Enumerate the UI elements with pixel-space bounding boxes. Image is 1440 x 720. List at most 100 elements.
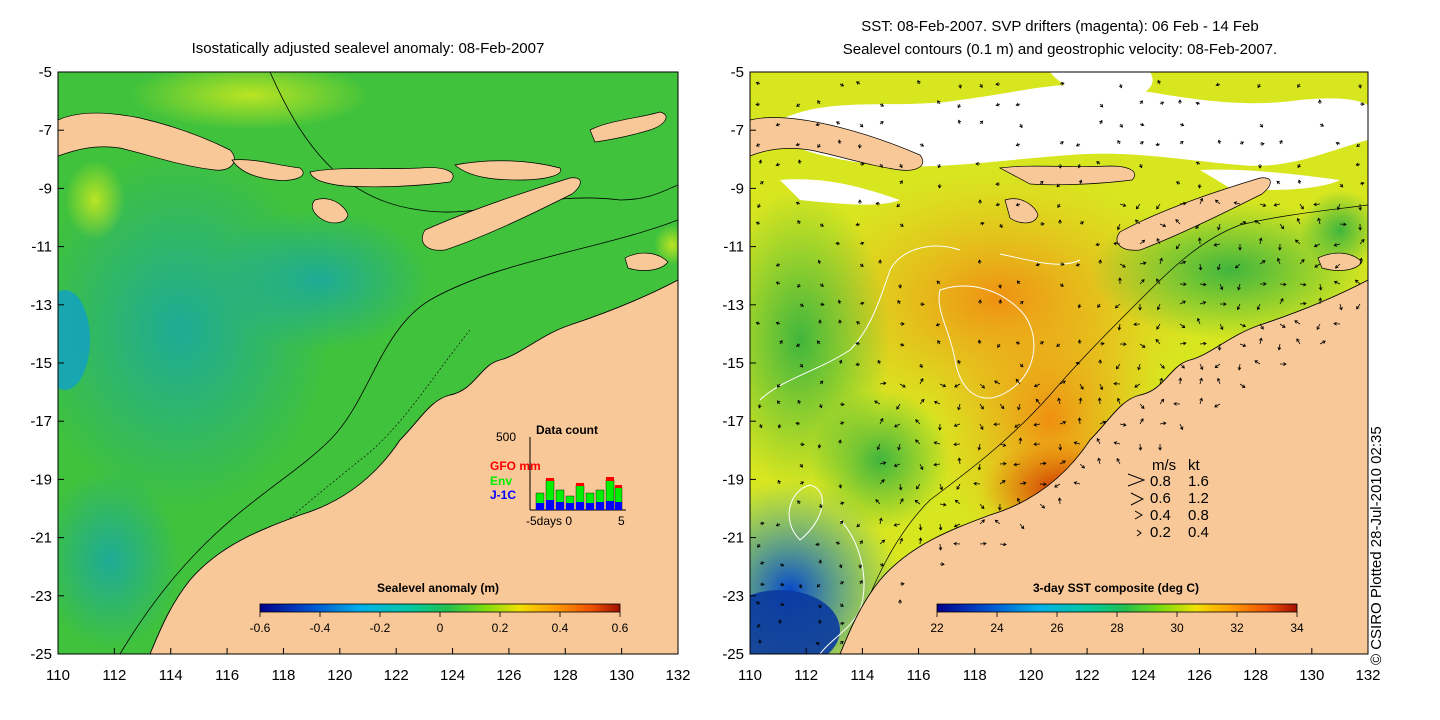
velocity-arrow bbox=[1079, 221, 1085, 225]
velocity-arrow bbox=[858, 563, 863, 569]
velocity-arrow bbox=[1015, 341, 1021, 345]
right-colorbar-tick-label: 24 bbox=[990, 621, 1004, 635]
left-lon-tick-label: 130 bbox=[609, 667, 634, 684]
left-lat-tick-label: -15 bbox=[30, 355, 52, 372]
velocity-arrow bbox=[1117, 139, 1121, 145]
right-colorbar-tick-label: 30 bbox=[1170, 621, 1184, 635]
velocity-arrow bbox=[777, 479, 782, 485]
velocity-arrow bbox=[1179, 122, 1185, 127]
velocity-arrow bbox=[1096, 437, 1101, 445]
velocity-arrow bbox=[1019, 481, 1027, 486]
velocity-arrow bbox=[835, 121, 841, 125]
velocity-arrow bbox=[1056, 183, 1061, 188]
velocity-arrow bbox=[994, 380, 1001, 385]
velocity-arrow bbox=[1159, 257, 1163, 265]
velocity-arrow bbox=[1254, 360, 1261, 365]
velocity-arrow bbox=[995, 182, 1001, 186]
velocity-arrow bbox=[859, 263, 864, 267]
velocity-arrow bbox=[1333, 280, 1341, 285]
right-lat-tick-label: -21 bbox=[722, 530, 744, 547]
velocity-arrow bbox=[819, 283, 825, 287]
velocity-arrow bbox=[979, 423, 984, 430]
velocity-arrow bbox=[879, 562, 885, 567]
velocity-arrow bbox=[759, 181, 764, 185]
velocity-arrow bbox=[1156, 303, 1161, 311]
velocity-arrow bbox=[875, 201, 881, 206]
velocity-arrow bbox=[1318, 297, 1323, 305]
velocity-legend-row-1-kt: 1.2 bbox=[1188, 490, 1209, 507]
velocity-arrow bbox=[779, 339, 783, 345]
velocity-arrow bbox=[1018, 437, 1023, 445]
velocity-arrow bbox=[1313, 202, 1321, 207]
velocity-arrow bbox=[1099, 103, 1104, 108]
velocity-arrow bbox=[758, 423, 763, 429]
velocity-arrow bbox=[957, 359, 961, 365]
velocity-arrow bbox=[879, 417, 884, 425]
velocity-arrow bbox=[755, 143, 761, 147]
velocity-arrow bbox=[1276, 180, 1281, 185]
right-colorbar-tick-label: 22 bbox=[930, 621, 944, 635]
velocity-arrow bbox=[1318, 283, 1323, 291]
velocity-arrow bbox=[1119, 123, 1123, 128]
right-lat-tick-label: -23 bbox=[722, 588, 744, 605]
velocity-arrow bbox=[954, 499, 961, 505]
velocity-arrow bbox=[818, 619, 822, 625]
velocity-arrow bbox=[1075, 143, 1081, 147]
velocity-arrow bbox=[1179, 282, 1187, 287]
velocity-arrow bbox=[1155, 142, 1161, 147]
velocity-arrow bbox=[894, 423, 901, 428]
velocity-arrow bbox=[994, 519, 1001, 525]
velocity-arrow bbox=[874, 400, 881, 405]
velocity-arrow bbox=[879, 539, 886, 545]
velocity-arrow bbox=[1198, 263, 1203, 271]
left-colorbar-tick-label: 0 bbox=[437, 621, 444, 635]
velocity-arrow bbox=[1178, 377, 1183, 385]
velocity-arrow bbox=[795, 142, 801, 147]
velocity-arrow bbox=[1259, 282, 1267, 286]
velocity-arrow bbox=[1033, 442, 1041, 447]
velocity-arrow bbox=[979, 83, 983, 88]
velocity-arrow bbox=[1155, 338, 1161, 345]
velocity-arrow bbox=[1258, 237, 1263, 245]
velocity-arrow bbox=[879, 121, 884, 125]
velocity-arrow bbox=[999, 403, 1005, 410]
velocity-legend-row-0-ms: 0.8 bbox=[1150, 473, 1171, 490]
velocity-arrow bbox=[1279, 362, 1287, 366]
left-lat-tick-label: -11 bbox=[31, 239, 52, 256]
velocity-arrow bbox=[1258, 164, 1262, 169]
velocity-arrow bbox=[1138, 304, 1142, 311]
velocity-arrow bbox=[859, 301, 865, 306]
velocity-arrow bbox=[1257, 83, 1261, 89]
right-colorbar-tick-label: 34 bbox=[1290, 621, 1304, 635]
velocity-arrow bbox=[893, 523, 901, 527]
velocity-arrow bbox=[1336, 203, 1341, 211]
right-lat-tick-label: -15 bbox=[722, 355, 744, 372]
velocity-arrow bbox=[1179, 300, 1186, 305]
velocity-arrow bbox=[1077, 163, 1082, 169]
right-lon-tick-label: 116 bbox=[907, 667, 931, 684]
velocity-arrow bbox=[1033, 422, 1041, 427]
velocity-arrow bbox=[1057, 397, 1061, 405]
velocity-legend-row-2-kt: 0.8 bbox=[1188, 507, 1209, 524]
right-lon-tick-label: 126 bbox=[1187, 667, 1212, 684]
velocity-arrow bbox=[1175, 243, 1181, 250]
velocity-arrow bbox=[1134, 219, 1141, 225]
velocity-arrow bbox=[1179, 260, 1187, 265]
velocity-legend-row-3-kt: 0.4 bbox=[1188, 524, 1209, 541]
velocity-arrow bbox=[1294, 239, 1301, 245]
velocity-arrow bbox=[1259, 323, 1264, 330]
left-latitude-axis: -5 -7 -9 -11 -13 -15 -17 -19 -21 -23 -25 bbox=[30, 64, 64, 663]
inset-bars bbox=[535, 477, 623, 511]
velocity-arrow bbox=[1113, 381, 1121, 386]
velocity-arrow bbox=[915, 419, 921, 425]
velocity-arrow bbox=[797, 399, 802, 405]
velocity-arrow bbox=[938, 543, 943, 551]
right-colorbar-tick-label: 26 bbox=[1050, 621, 1064, 635]
velocity-legend: m/s kt 0.8 1.6 0.6 1.2 0.4 0.8 0.2 0.4 bbox=[1127, 457, 1209, 541]
right-lon-tick-label: 110 bbox=[738, 667, 762, 684]
right-lon-tick-label: 114 bbox=[850, 667, 874, 684]
velocity-arrow bbox=[1196, 317, 1201, 325]
velocity-arrow bbox=[1199, 363, 1204, 371]
velocity-arrow bbox=[875, 499, 881, 505]
velocity-arrow bbox=[1179, 140, 1184, 145]
